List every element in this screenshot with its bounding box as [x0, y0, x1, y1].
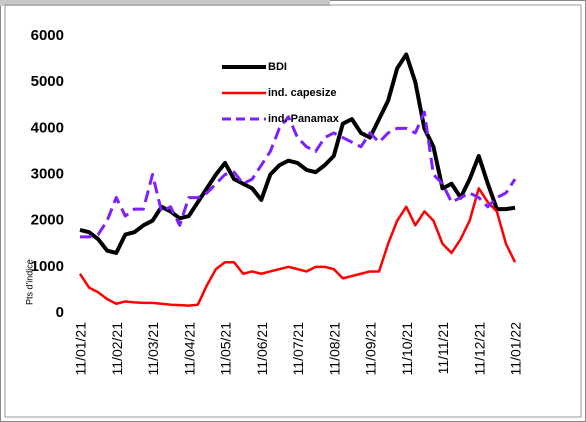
- x-tick-label: 11/02/21: [109, 322, 125, 376]
- x-tick-label: 11/07/21: [290, 322, 306, 376]
- x-tick-label: 11/10/21: [399, 322, 415, 376]
- y-tick-label: 1000: [31, 258, 64, 275]
- x-tick-label: 11/12/21: [471, 322, 487, 376]
- x-tick-label: 11/01/22: [508, 322, 524, 376]
- y-tick-label: 4000: [31, 119, 64, 136]
- x-tick-label: 11/05/21: [218, 322, 234, 376]
- x-tick-label: 11/09/21: [363, 322, 379, 376]
- legend-label: ind. capesize: [268, 87, 336, 99]
- series-line: [78, 187, 517, 307]
- x-tick-label: 11/08/21: [326, 322, 342, 376]
- x-tick-label: 11/06/21: [254, 322, 270, 376]
- legend-label: BDI: [268, 61, 287, 73]
- plot-frame: [4, 4, 582, 418]
- x-tick-label: 11/11/21: [435, 322, 451, 375]
- y-tick-label: 2000: [31, 212, 64, 229]
- legend-label: ind. Panamax: [268, 113, 340, 125]
- y-tick-label: 0: [56, 304, 64, 321]
- y-tick-label: 5000: [31, 73, 64, 90]
- series-line: [79, 52, 516, 255]
- y-tick-label: 3000: [31, 165, 64, 182]
- x-tick-label: 11/03/21: [145, 322, 161, 376]
- series-line: [80, 110, 517, 239]
- x-tick-label: 11/01/21: [73, 322, 89, 376]
- header-bar: [0, 0, 330, 6]
- y-axis-label: Pts d'indice: [24, 259, 34, 305]
- y-tick-label: 6000: [31, 27, 64, 44]
- x-tick-label: 11/04/21: [181, 322, 197, 376]
